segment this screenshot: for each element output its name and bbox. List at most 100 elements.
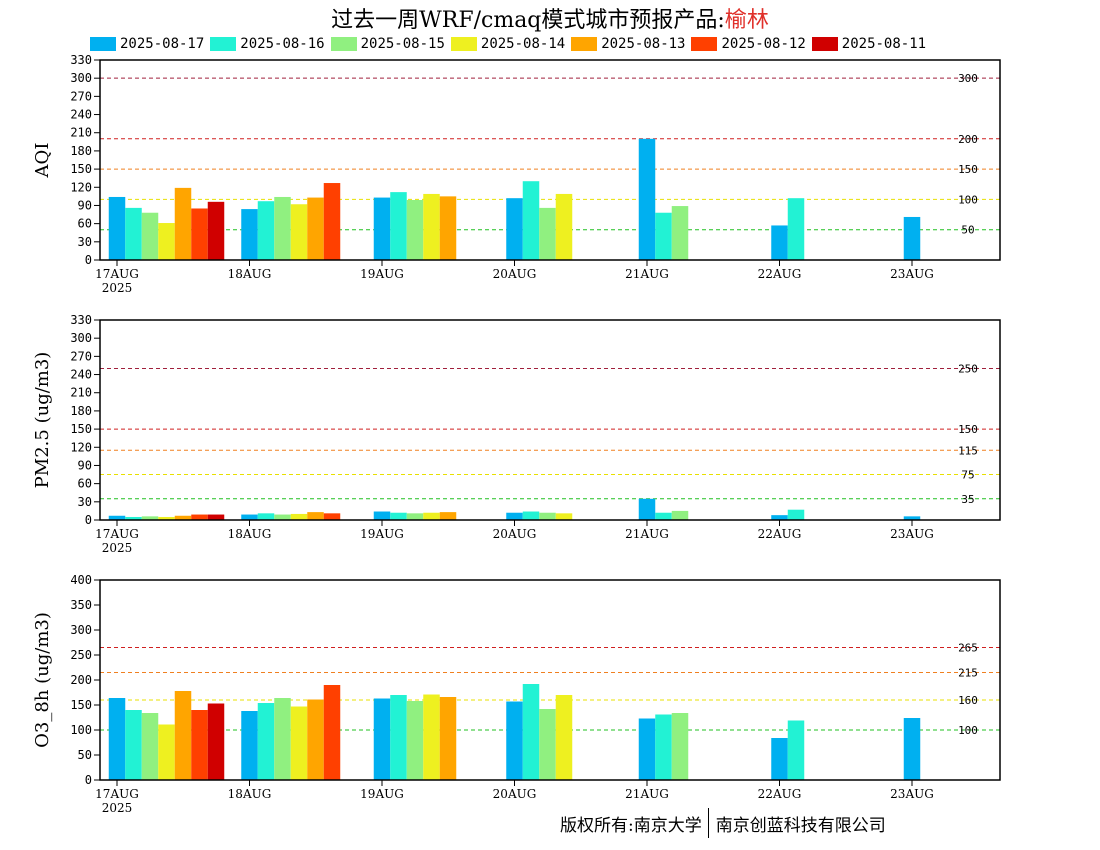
bar: [787, 509, 805, 520]
y-tick-label: 30: [78, 235, 92, 249]
y-axis-label: O3_8h (ug/m3): [32, 612, 53, 748]
legend-label: 2025-08-11: [841, 36, 927, 52]
y-tick-label: 350: [70, 598, 92, 612]
bar: [207, 201, 225, 260]
bar: [522, 181, 540, 260]
plot-frame: [99, 59, 1001, 261]
bar: [274, 514, 291, 520]
chart-title: 过去一周WRF/cmaq模式城市预报产品:榆林: [0, 2, 1100, 34]
legend-label: 2025-08-14: [480, 36, 566, 52]
bar: [191, 710, 208, 780]
y-tick-label: 120: [70, 440, 92, 454]
bar: [158, 223, 175, 260]
legend-item-3: 2025-08-15: [330, 36, 445, 52]
bar: [257, 513, 275, 520]
bar: [373, 197, 391, 260]
legend-item-2: 2025-08-16: [210, 36, 325, 52]
y-tick-label: 30: [78, 495, 92, 509]
threshold-label: 150: [958, 423, 978, 436]
legend-swatch: [330, 37, 357, 51]
y-axis-label: AQI: [32, 143, 53, 179]
x-tick-label: 18AUG: [228, 267, 272, 281]
bar: [174, 515, 192, 520]
threshold-label: 200: [958, 133, 978, 146]
title-prefix: 过去一周WRF/cmaq模式城市预报产品:: [331, 8, 725, 33]
bar: [655, 212, 672, 260]
x-tick-label: 20AUG: [493, 787, 537, 801]
legend-item-1: 2025-08-17: [90, 36, 204, 52]
legend-label: 2025-08-12: [721, 36, 806, 52]
bar: [522, 511, 540, 520]
bar: [439, 512, 457, 520]
bar: [158, 724, 175, 780]
x-tick-label: 23AUG: [890, 787, 934, 801]
y-tick-label: 150: [70, 162, 92, 176]
threshold-label: 100: [958, 193, 978, 206]
bar: [125, 207, 142, 260]
bar: [274, 698, 291, 780]
bar: [522, 684, 540, 780]
y-tick-label: 150: [70, 698, 92, 712]
y-tick-label: 300: [70, 623, 92, 637]
bar: [539, 207, 556, 260]
bar: [671, 713, 689, 780]
y-tick-label: 90: [78, 198, 92, 212]
bar: [108, 515, 126, 520]
bar: [539, 709, 556, 780]
x-tick-label: 20AUG: [493, 267, 537, 281]
threshold-label: 100: [958, 724, 978, 737]
bar: [307, 512, 324, 520]
legend-item-4: 2025-08-14: [450, 36, 566, 52]
x-tick-label: 17AUG: [95, 527, 139, 541]
bar: [406, 701, 424, 780]
legend-swatch: [571, 37, 598, 51]
x-tick-label: 20AUG: [493, 527, 537, 541]
y-tick-label: 210: [70, 386, 92, 400]
y-tick-label: 180: [70, 404, 92, 418]
bar: [108, 196, 126, 260]
y-tick-label: 210: [70, 126, 92, 140]
legend-item-7: 2025-08-11: [811, 36, 927, 52]
bar: [390, 512, 407, 520]
bar: [439, 697, 457, 780]
bar: [671, 510, 689, 520]
y-tick-label: 0: [85, 773, 92, 787]
bar: [307, 197, 324, 260]
threshold-label: 160: [958, 694, 978, 707]
bar: [125, 710, 142, 780]
threshold-label: 115: [958, 444, 978, 457]
y-tick-label: 150: [70, 422, 92, 436]
bar: [638, 498, 656, 520]
x-tick-label: 21AUG: [625, 787, 669, 801]
bar: [323, 513, 341, 520]
footer-separator: [707, 808, 709, 838]
bar: [406, 200, 424, 260]
bar: [638, 718, 656, 780]
y-tick-label: 250: [70, 648, 92, 662]
legend-label: 2025-08-17: [120, 36, 205, 52]
y-tick-label: 300: [70, 331, 92, 345]
bar: [191, 208, 208, 260]
bar: [257, 703, 275, 780]
bar: [506, 701, 523, 780]
legend-swatch: [691, 37, 718, 51]
bar: [373, 698, 391, 780]
bar: [555, 193, 573, 260]
bar: [771, 515, 788, 520]
bar: [207, 514, 225, 520]
bar: [290, 204, 308, 260]
bar: [655, 714, 672, 780]
bar: [191, 514, 208, 520]
y-tick-label: 60: [78, 477, 92, 491]
y-tick-label: 60: [78, 217, 92, 231]
bar: [158, 516, 175, 520]
y-tick-label: 0: [85, 253, 92, 267]
footer-right: 南京创蓝科技有限公司: [715, 815, 886, 836]
title-city: 榆林: [724, 8, 769, 33]
y-tick-label: 0: [85, 513, 92, 527]
x-tick-label: 18AUG: [228, 787, 272, 801]
y-tick-label: 180: [70, 144, 92, 158]
legend-item-5: 2025-08-13: [571, 36, 685, 52]
bar: [290, 513, 308, 520]
x-year-label: 2025: [102, 541, 133, 555]
